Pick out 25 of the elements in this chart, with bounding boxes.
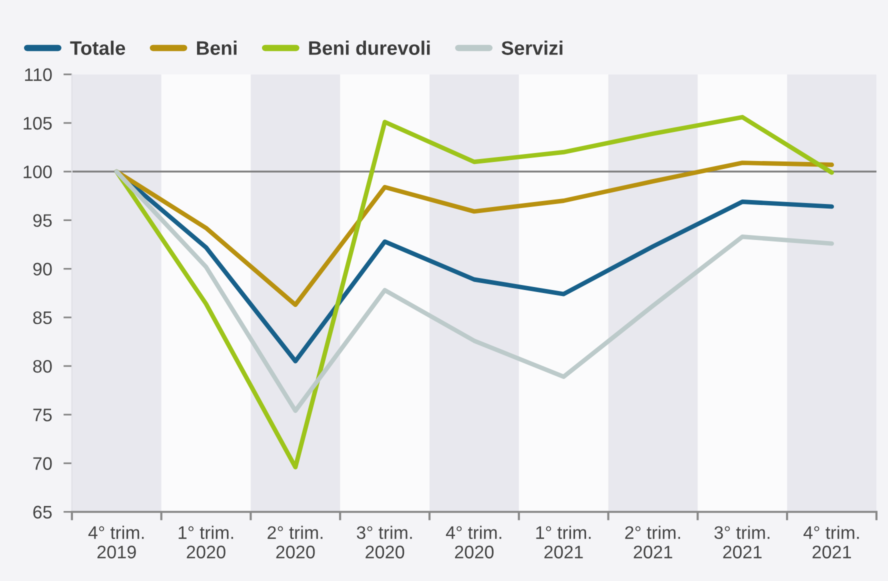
x-tick-label: 1° trim. 2020 (178, 526, 234, 558)
x-tick-label: 4° trim. 2019 (88, 526, 144, 558)
legend-label: Totale (70, 40, 126, 55)
y-tick-label: 75 (33, 408, 52, 422)
line-series (114, 114, 834, 470)
legend-label: Beni (197, 40, 236, 55)
x-tick-label: 1° trim. 2021 (536, 526, 591, 558)
x-tick-label: 2° trim. 2021 (625, 526, 680, 558)
x-tick-label: 4° trim. 2020 (446, 526, 502, 558)
line-series (114, 169, 834, 413)
y-tick-label: 65 (33, 506, 52, 519)
x-tick-label: 4° trim. 2021 (803, 526, 859, 558)
y-tick-label: 105 (24, 116, 52, 130)
legend-label: Servizi (502, 40, 562, 55)
legend-label: Beni durevoli (309, 40, 430, 55)
y-tick-label: 70 (33, 457, 52, 470)
y-tick-label: 95 (33, 214, 52, 227)
y-tick-label: 110 (25, 68, 52, 82)
x-tick-label: 3° trim. 2021 (714, 526, 770, 558)
y-tick-label: 80 (33, 360, 52, 373)
x-tick-label: 2° trim. 2020 (268, 526, 322, 558)
x-tick-label: 3° trim. 2020 (356, 526, 412, 558)
y-tick-label: 90 (33, 262, 52, 276)
y-tick-label: 85 (33, 311, 52, 324)
y-tick-label: 100 (24, 166, 52, 178)
